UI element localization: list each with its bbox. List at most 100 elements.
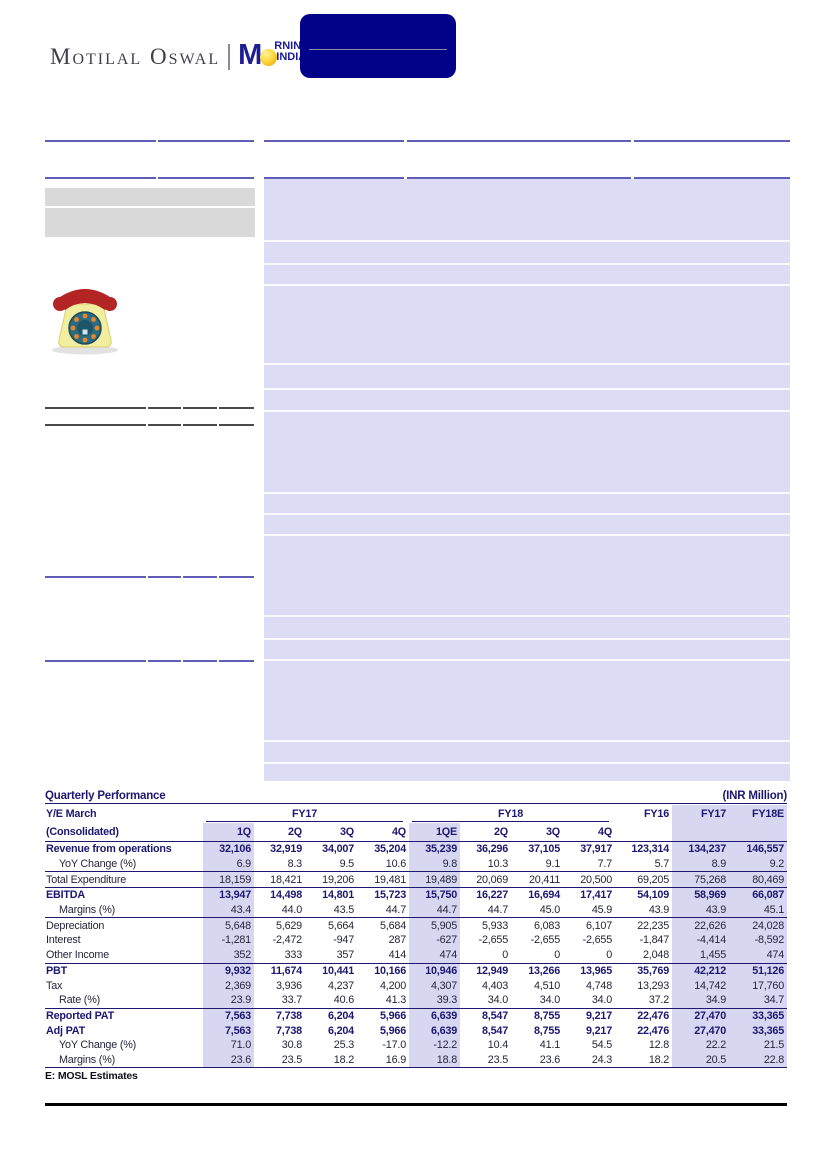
table-cell: 3,936: [275, 979, 302, 992]
table-unit-label: (INR Million): [722, 790, 788, 802]
table-row: PBT 9,932 11,674 10,441 10,166 10,946 12,949 13…: [45, 963, 788, 979]
table-cell: 9.8: [409, 856, 461, 873]
table-cell: 43.9: [672, 902, 730, 919]
row-label: Tax: [46, 979, 63, 992]
rule-line: [45, 177, 156, 179]
annual-column-header: FY16: [644, 808, 670, 820]
annual-column-header: FY17: [672, 805, 730, 823]
table-cell: 4,510: [533, 979, 561, 992]
table-row: Tax 2,369 3,936 4,237 4,200 4,307 4,403 4,510 4,…: [45, 978, 788, 993]
grid-row-separator: [264, 240, 790, 242]
annual-column-header: FY18E: [729, 805, 788, 823]
table-title: Quarterly Performance: [45, 790, 166, 802]
table-row: Reported PAT 7,563 7,738 6,204 5,966 6,639 8,5…: [45, 1008, 788, 1024]
table-cell: 22,626: [672, 917, 730, 934]
telephone-icon: [52, 289, 118, 355]
table-cell: 44.7: [409, 902, 461, 919]
row-label: Margins (%): [45, 1052, 203, 1069]
row-label: Revenue from operations: [46, 843, 172, 856]
table-cell: 414: [357, 947, 410, 964]
grid-row-separator: [264, 740, 790, 742]
annual-column-spacer: [672, 823, 730, 842]
table-cell: 25.3: [333, 1039, 354, 1052]
table-cell: 34.0: [511, 992, 564, 1009]
table-row: EBITDA 13,947 14,498 14,801 15,723 15,750 16,2…: [45, 887, 788, 903]
grid-row-separator: [264, 615, 790, 617]
table-cell: 54.5: [591, 1039, 613, 1052]
rule-line: [264, 177, 404, 179]
rule-line: [407, 140, 631, 142]
table-header-row: Y/E March FY17 FY18 FY16 FY17 FY18E: [45, 805, 788, 823]
table-cell: 10.4: [487, 1039, 509, 1052]
table-cell: 16.9: [357, 1052, 410, 1069]
table-row: Rate (%) 23.9 33.7 40.6 41.3 39.3 34.0 34.0 34.0…: [45, 992, 788, 1009]
table-cell: 0: [460, 947, 512, 964]
rule-line: [158, 140, 254, 142]
rule-line: [219, 407, 254, 409]
table-cell: 4,237: [327, 979, 354, 992]
table-cell: 15,750: [409, 887, 461, 903]
motilal-oswal-wordmark: Motilal Oswal: [50, 44, 221, 69]
quarter-column-header: 3Q: [305, 823, 357, 842]
table-cell: 9.5: [305, 856, 357, 873]
masthead-banner: [300, 14, 456, 78]
quarter-column-header: 4Q: [357, 823, 410, 842]
table-cell: 22,235: [637, 919, 670, 932]
table-cell: 22.8: [729, 1052, 788, 1069]
table-cell: 17,760: [729, 978, 788, 993]
table-cell: 8.3: [254, 856, 305, 873]
table-cell: 18.8: [409, 1052, 461, 1069]
grid-row-separator: [264, 638, 790, 640]
grid-row-separator: [264, 534, 790, 536]
rule-line: [45, 407, 146, 409]
table-row: YoY Change (%) 6.9 8.3 9.5 10.6 9.8 10.3 9.1 7.7…: [45, 856, 788, 873]
table-cell: 34,007: [322, 843, 354, 856]
table-cell: 22,476: [637, 1024, 670, 1037]
table-cell: 11,674: [270, 964, 302, 977]
row-label: Adj PAT: [46, 1024, 85, 1037]
table-cell: 36,296: [476, 843, 509, 856]
table-cell: 27,470: [672, 1008, 730, 1024]
table-cell: 18.2: [305, 1052, 357, 1069]
table-cell: -2,655: [582, 934, 613, 947]
table-cell: 71.0: [203, 1037, 254, 1053]
table-cell: -627: [409, 933, 461, 948]
table-cell: 10.3: [460, 856, 512, 873]
table-cell: 42,212: [672, 963, 730, 979]
rule-line: [407, 177, 631, 179]
rule-line: [45, 660, 146, 662]
fiscal-group-header: FY17: [203, 805, 409, 823]
gray-info-box: [45, 188, 255, 237]
table-cell: 19,481: [357, 871, 410, 889]
table-row: Margins (%) 43.4 44.0 43.5 44.7 44.7 44.7 45.0 4…: [45, 902, 788, 919]
row-label: Interest: [46, 934, 81, 947]
row-label: PBT: [46, 964, 67, 977]
table-cell: 44.7: [357, 902, 410, 919]
row-label: YoY Change (%): [59, 1039, 137, 1052]
table-cell: 6,639: [409, 1023, 461, 1038]
table-grid: Y/E March FY17 FY18 FY16 FY17 FY18E (Consolida…: [45, 805, 788, 1069]
table-cell: 21.5: [729, 1037, 788, 1053]
table-cell: 357: [305, 947, 357, 964]
table-cell: 33,365: [729, 1008, 788, 1024]
bottom-rule: [45, 1103, 787, 1106]
gray-box-divider: [45, 206, 255, 208]
table-cell: 45.9: [563, 902, 616, 919]
table-cell: 80,469: [729, 871, 788, 889]
table-cell: 9.2: [729, 856, 788, 873]
table-cell: 33,365: [729, 1023, 788, 1038]
table-cell: 20,069: [460, 871, 512, 889]
morning-india-india: INDIA: [276, 51, 307, 63]
table-cell: 2,369: [203, 978, 254, 993]
table-cell: 6.9: [203, 856, 254, 873]
table-cell: 146,557: [729, 841, 788, 857]
table-cell: 35,769: [637, 964, 670, 977]
table-cell: 4,748: [586, 979, 613, 992]
quarter-column-header: 2Q: [254, 823, 305, 842]
table-cell: 5,966: [379, 1024, 407, 1037]
table-cell: 23.5: [460, 1052, 512, 1069]
quarter-column-header: 1QE: [409, 823, 461, 842]
morning-india-rning: RNING: [274, 40, 310, 52]
table-cell: 4,200: [379, 979, 407, 992]
rule-line: [219, 424, 254, 426]
